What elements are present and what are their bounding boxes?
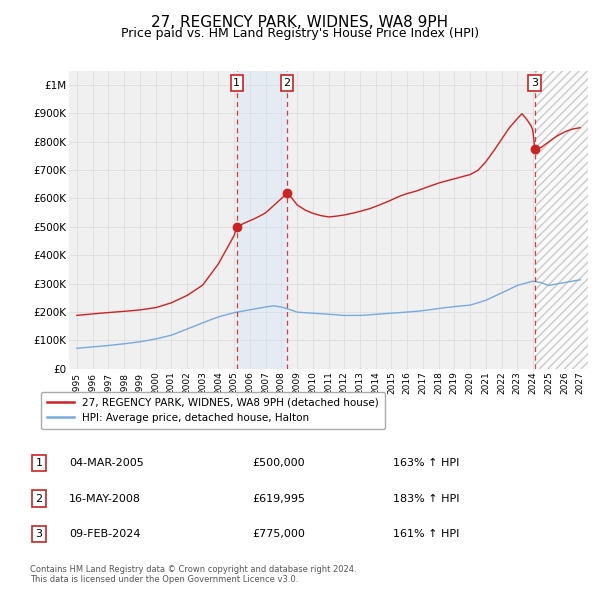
Text: Contains HM Land Registry data © Crown copyright and database right 2024.
This d: Contains HM Land Registry data © Crown c… xyxy=(30,565,356,584)
Text: 161% ↑ HPI: 161% ↑ HPI xyxy=(393,529,460,539)
Text: 09-FEB-2024: 09-FEB-2024 xyxy=(69,529,140,539)
Text: 1: 1 xyxy=(233,78,241,88)
Text: 3: 3 xyxy=(531,78,538,88)
Text: £775,000: £775,000 xyxy=(252,529,305,539)
Text: 2: 2 xyxy=(35,494,43,503)
Text: 04-MAR-2005: 04-MAR-2005 xyxy=(69,458,144,468)
Text: 1: 1 xyxy=(35,458,43,468)
Text: 183% ↑ HPI: 183% ↑ HPI xyxy=(393,494,460,503)
Text: 163% ↑ HPI: 163% ↑ HPI xyxy=(393,458,460,468)
Bar xyxy=(535,71,588,369)
Text: 27, REGENCY PARK, WIDNES, WA8 9PH: 27, REGENCY PARK, WIDNES, WA8 9PH xyxy=(151,15,449,30)
Text: 2: 2 xyxy=(284,78,290,88)
Bar xyxy=(535,71,588,369)
Bar xyxy=(237,71,287,369)
Text: 3: 3 xyxy=(35,529,43,539)
Bar xyxy=(535,71,588,369)
Text: Price paid vs. HM Land Registry's House Price Index (HPI): Price paid vs. HM Land Registry's House … xyxy=(121,27,479,40)
Text: £619,995: £619,995 xyxy=(252,494,305,503)
Legend: 27, REGENCY PARK, WIDNES, WA8 9PH (detached house), HPI: Average price, detached: 27, REGENCY PARK, WIDNES, WA8 9PH (detac… xyxy=(41,392,385,430)
Text: 16-MAY-2008: 16-MAY-2008 xyxy=(69,494,141,503)
Text: £500,000: £500,000 xyxy=(252,458,305,468)
